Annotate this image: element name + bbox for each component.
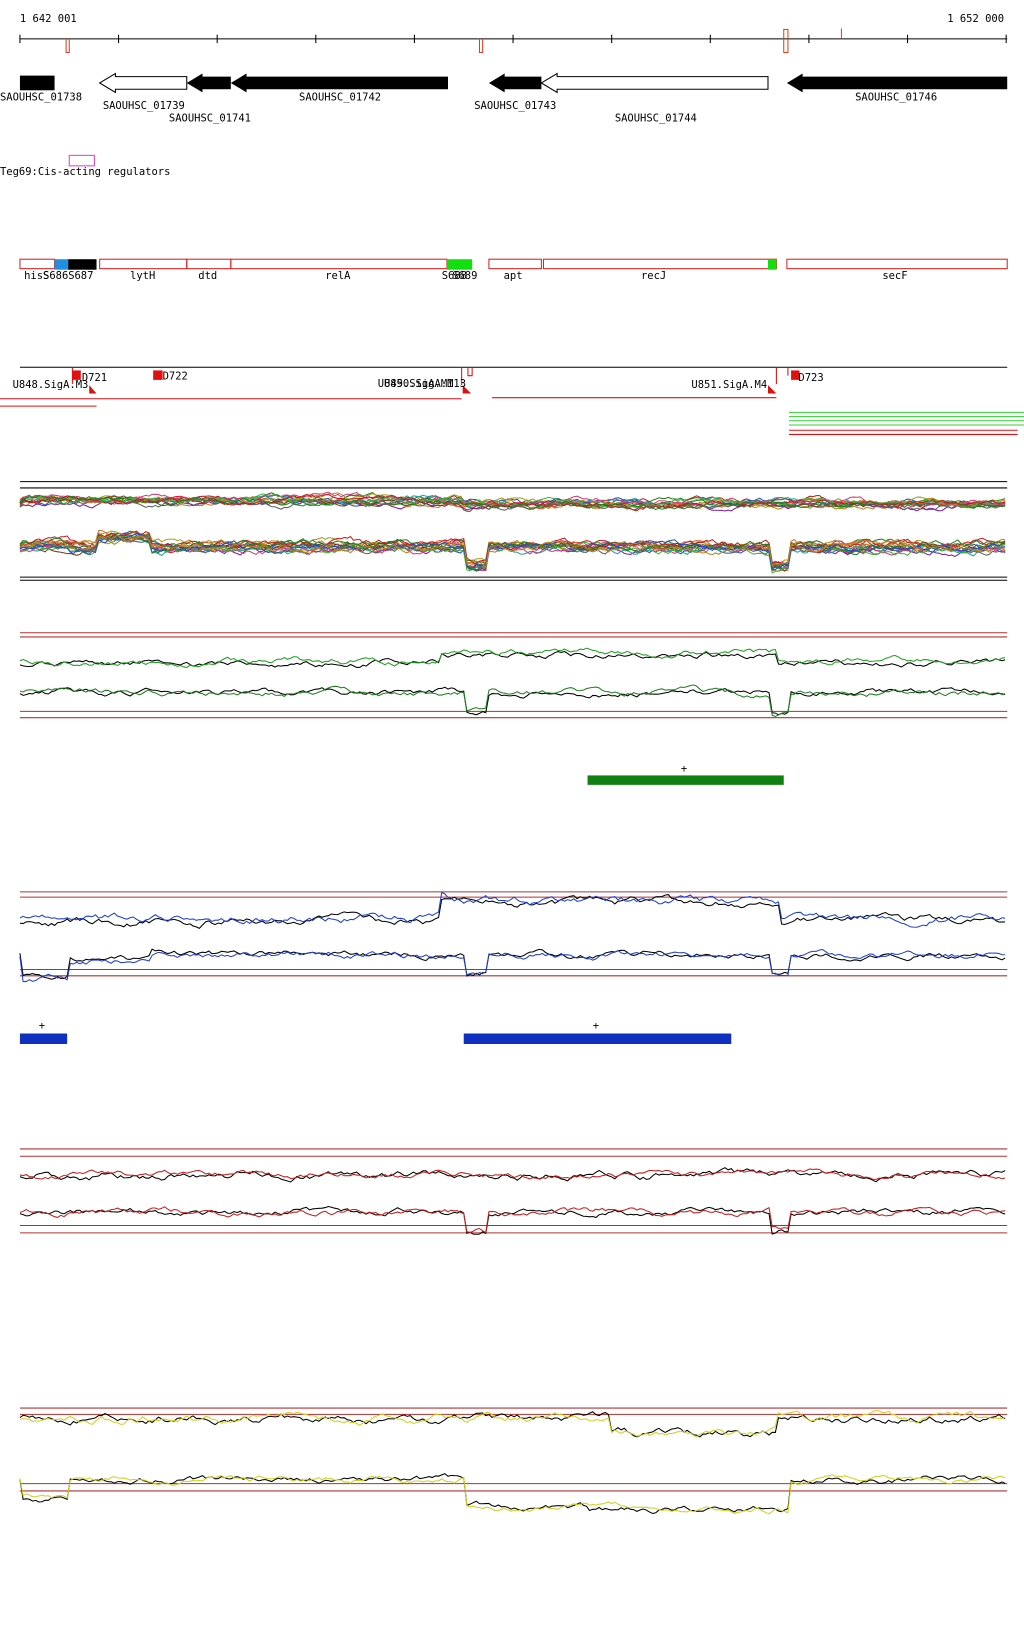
tick <box>775 367 789 385</box>
feature-label: S687 <box>68 270 93 282</box>
gene <box>19 75 55 91</box>
signal-line <box>19 891 1006 928</box>
promoter-track: U848.SigA.M3 D721 D722 U849.SigA.M1 U850… <box>0 366 1024 435</box>
gene-track: SAOUHSC_01738 SAOUHSC_01739 SAOUHSC_0174… <box>0 72 1008 125</box>
signal-line <box>19 496 1006 510</box>
segment <box>587 775 784 785</box>
signal-line <box>19 491 1006 508</box>
signal-line <box>19 1206 1006 1234</box>
signal-line <box>19 894 1006 930</box>
gene <box>540 72 769 94</box>
feature-label: apt <box>504 270 523 282</box>
promoter-label: U850.SigA.M13 <box>384 378 466 390</box>
signal-line <box>19 948 1006 980</box>
gene <box>230 73 448 93</box>
gene <box>488 73 542 93</box>
promoter-label: U849.SigA.M1 <box>378 378 454 390</box>
gene <box>186 73 231 93</box>
promoter <box>791 370 800 380</box>
signal-line <box>19 533 1006 571</box>
promoter-label: D722 <box>163 371 188 383</box>
feature-label: dtd <box>198 270 217 282</box>
gene-label: SAOUHSC_01743 <box>474 100 556 112</box>
promoter-label: U851.SigA.M4 <box>691 379 767 391</box>
feature-label: S688 <box>442 270 467 282</box>
signal-line <box>19 647 1006 669</box>
signal-line <box>19 1168 1006 1180</box>
segment-strand: + <box>681 763 687 775</box>
feature <box>446 259 473 270</box>
promoter-label: D721 <box>82 372 107 384</box>
ruler: 1 642 001 1 652 000 <box>19 13 1008 54</box>
terminator <box>768 385 777 394</box>
gene-label: SAOUHSC_01739 <box>103 100 185 112</box>
signal-line <box>19 1167 1006 1183</box>
gene-label: SAOUHSC_01746 <box>855 92 937 104</box>
gene-label: SAOUHSC_01738 <box>0 92 82 104</box>
terminator <box>462 385 472 394</box>
segment <box>19 1033 68 1044</box>
gene-label: SAOUHSC_01744 <box>615 113 697 125</box>
signal-line <box>19 1474 1006 1515</box>
segment-strand: + <box>39 1020 45 1032</box>
terminator <box>89 385 97 394</box>
signal-line <box>19 949 1006 983</box>
promoter <box>153 370 163 380</box>
signal-line <box>19 493 1006 512</box>
feature <box>786 258 1008 270</box>
signal-line <box>19 650 1006 668</box>
signal-line <box>19 686 1006 716</box>
gene-label: SAOUHSC_01742 <box>299 92 381 104</box>
promoter-label: D723 <box>798 372 823 384</box>
gene <box>786 73 1008 93</box>
signal-line <box>19 684 1006 718</box>
ruler-marker <box>478 38 484 54</box>
feature <box>54 259 69 270</box>
promoter <box>72 370 81 380</box>
feature-label: relA <box>325 270 351 282</box>
feature-label: lytH <box>130 270 155 282</box>
feature-label: recJ <box>641 270 666 282</box>
feature <box>186 258 232 270</box>
feature <box>99 258 188 270</box>
signal-line <box>19 1410 1006 1438</box>
signal-line <box>19 1473 1006 1515</box>
feature-label: S686 <box>43 270 68 282</box>
gene <box>98 72 188 94</box>
feature-label: secF <box>882 270 907 282</box>
feature <box>542 258 777 270</box>
signal-line <box>19 534 1006 569</box>
feature <box>768 259 777 270</box>
feature-track: hisS S686 S687 lytH dtd relA S688 S689 a… <box>19 258 1008 282</box>
feature-label: hisS <box>24 270 49 282</box>
promoter-label: U848.SigA.M3 <box>13 379 89 391</box>
ruler-marker <box>783 28 789 54</box>
signal-line <box>19 495 1006 511</box>
feature <box>488 258 542 270</box>
ruler-end: 1 652 000 <box>947 13 1004 25</box>
feature <box>19 258 56 270</box>
gene-label: SAOUHSC_01741 <box>169 113 251 125</box>
tick <box>461 367 473 386</box>
signal-line <box>19 1205 1006 1235</box>
feature <box>68 259 97 270</box>
ruler-marker <box>65 38 70 54</box>
segment <box>463 1033 732 1044</box>
signal-line <box>19 1411 1006 1438</box>
regulator-box <box>68 154 95 167</box>
feature <box>230 258 448 270</box>
feature-label: S689 <box>452 270 477 282</box>
regulator-label: Teg69:Cis-acting regulators <box>0 166 170 178</box>
segment-strand: + <box>593 1020 599 1032</box>
ruler-start: 1 642 001 <box>20 13 77 25</box>
signal-line <box>19 530 1006 565</box>
